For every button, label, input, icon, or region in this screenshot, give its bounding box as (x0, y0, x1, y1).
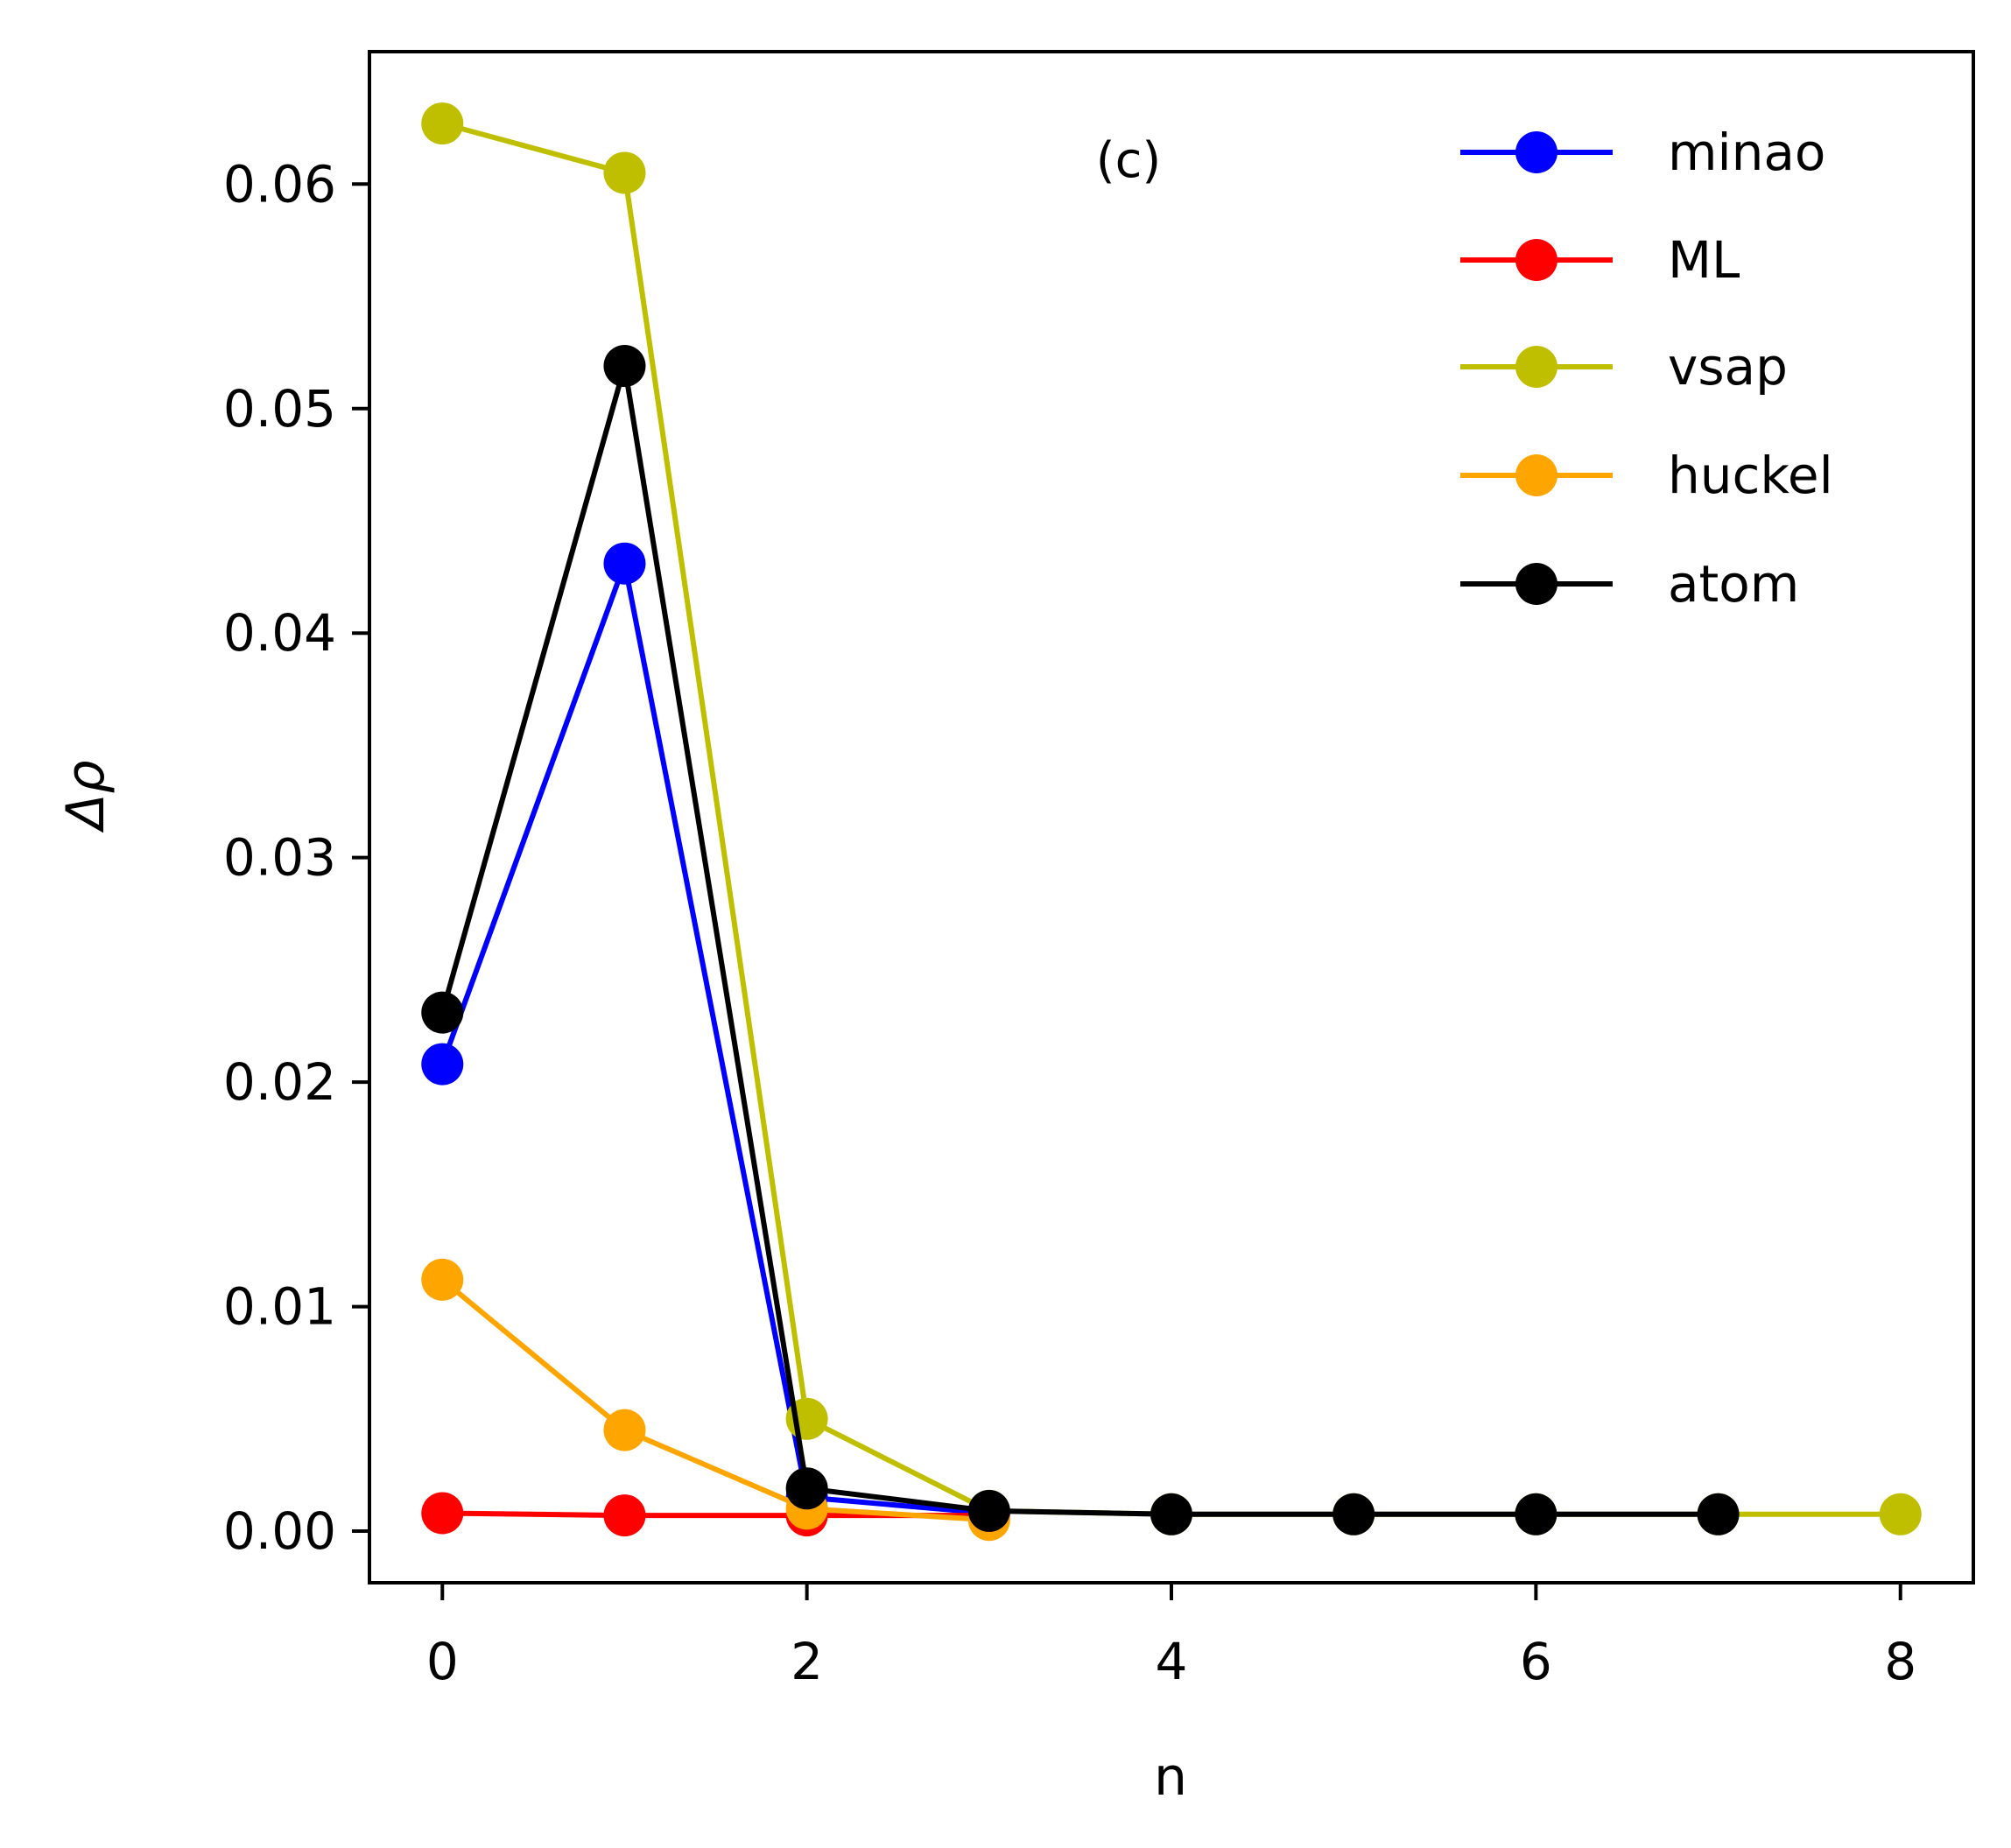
legend-marker (1515, 346, 1557, 388)
data-point-atom (1697, 1493, 1740, 1535)
y-axis-label: Δρ (55, 760, 116, 833)
legend-label: vsap (1668, 337, 1788, 397)
panel-annotation: (c) (1096, 132, 1161, 189)
series-line-minao (439, 560, 990, 1516)
series-atom (421, 345, 1740, 1535)
data-point-atom (1150, 1493, 1192, 1535)
legend-marker (1515, 239, 1557, 281)
x-axis-label: n (1154, 1746, 1187, 1808)
data-point-vsap (1879, 1493, 1922, 1535)
data-point-atom (785, 1467, 828, 1510)
x-tick-label: 4 (1156, 1632, 1188, 1691)
legend-label: huckel (1668, 446, 1833, 505)
x-tick-label: 8 (1884, 1632, 1916, 1691)
legend-label: ML (1668, 230, 1740, 290)
y-tick-label: 0.01 (223, 1277, 336, 1337)
y-tick-label: 0.03 (223, 828, 336, 888)
series-line-huckel (440, 1277, 990, 1523)
legend-marker (1515, 131, 1557, 173)
legend-item-ML: ML (1460, 230, 1740, 290)
data-point-atom (1515, 1493, 1557, 1535)
legend-label: minao (1668, 123, 1825, 182)
legend-item-vsap: vsap (1460, 337, 1788, 397)
data-point-ML (421, 1492, 464, 1535)
x-tick-label: 0 (426, 1632, 459, 1691)
data-point-vsap (421, 102, 464, 145)
data-point-huckel (603, 1409, 646, 1451)
legend-marker (1515, 454, 1557, 496)
series-line-atom (439, 363, 1719, 1517)
data-point-vsap (603, 151, 646, 194)
data-point-atom (1332, 1493, 1375, 1535)
x-tick-label: 2 (791, 1632, 823, 1691)
data-point-atom (421, 991, 464, 1034)
y-tick-label: 0.02 (223, 1052, 336, 1112)
data-point-huckel (421, 1258, 464, 1301)
ticks-layer: 0 2 4 6 8 0.00 0.01 0.02 0.03 0.04 0.05 0.06 (223, 154, 1916, 1691)
y-tick-label: 0.04 (223, 603, 336, 663)
legend-item-atom: atom (1460, 554, 1799, 614)
data-point-minao (603, 542, 646, 585)
data-point-atom (967, 1489, 1010, 1532)
legend: minao ML vsap huckel atom (1460, 123, 1833, 614)
data-point-ML (603, 1494, 646, 1537)
legend-marker (1515, 563, 1557, 605)
y-tick-label: 0.00 (223, 1501, 336, 1561)
legend-label: atom (1668, 554, 1799, 614)
y-tick-label: 0.06 (223, 154, 336, 214)
legend-item-minao: minao (1460, 123, 1825, 182)
x-tick-label: 6 (1520, 1632, 1552, 1691)
y-tick-label: 0.05 (223, 379, 336, 439)
series-layer (421, 102, 1922, 1542)
legend-item-huckel: huckel (1460, 446, 1833, 505)
data-point-minao (421, 1043, 464, 1086)
data-point-atom (603, 345, 646, 388)
